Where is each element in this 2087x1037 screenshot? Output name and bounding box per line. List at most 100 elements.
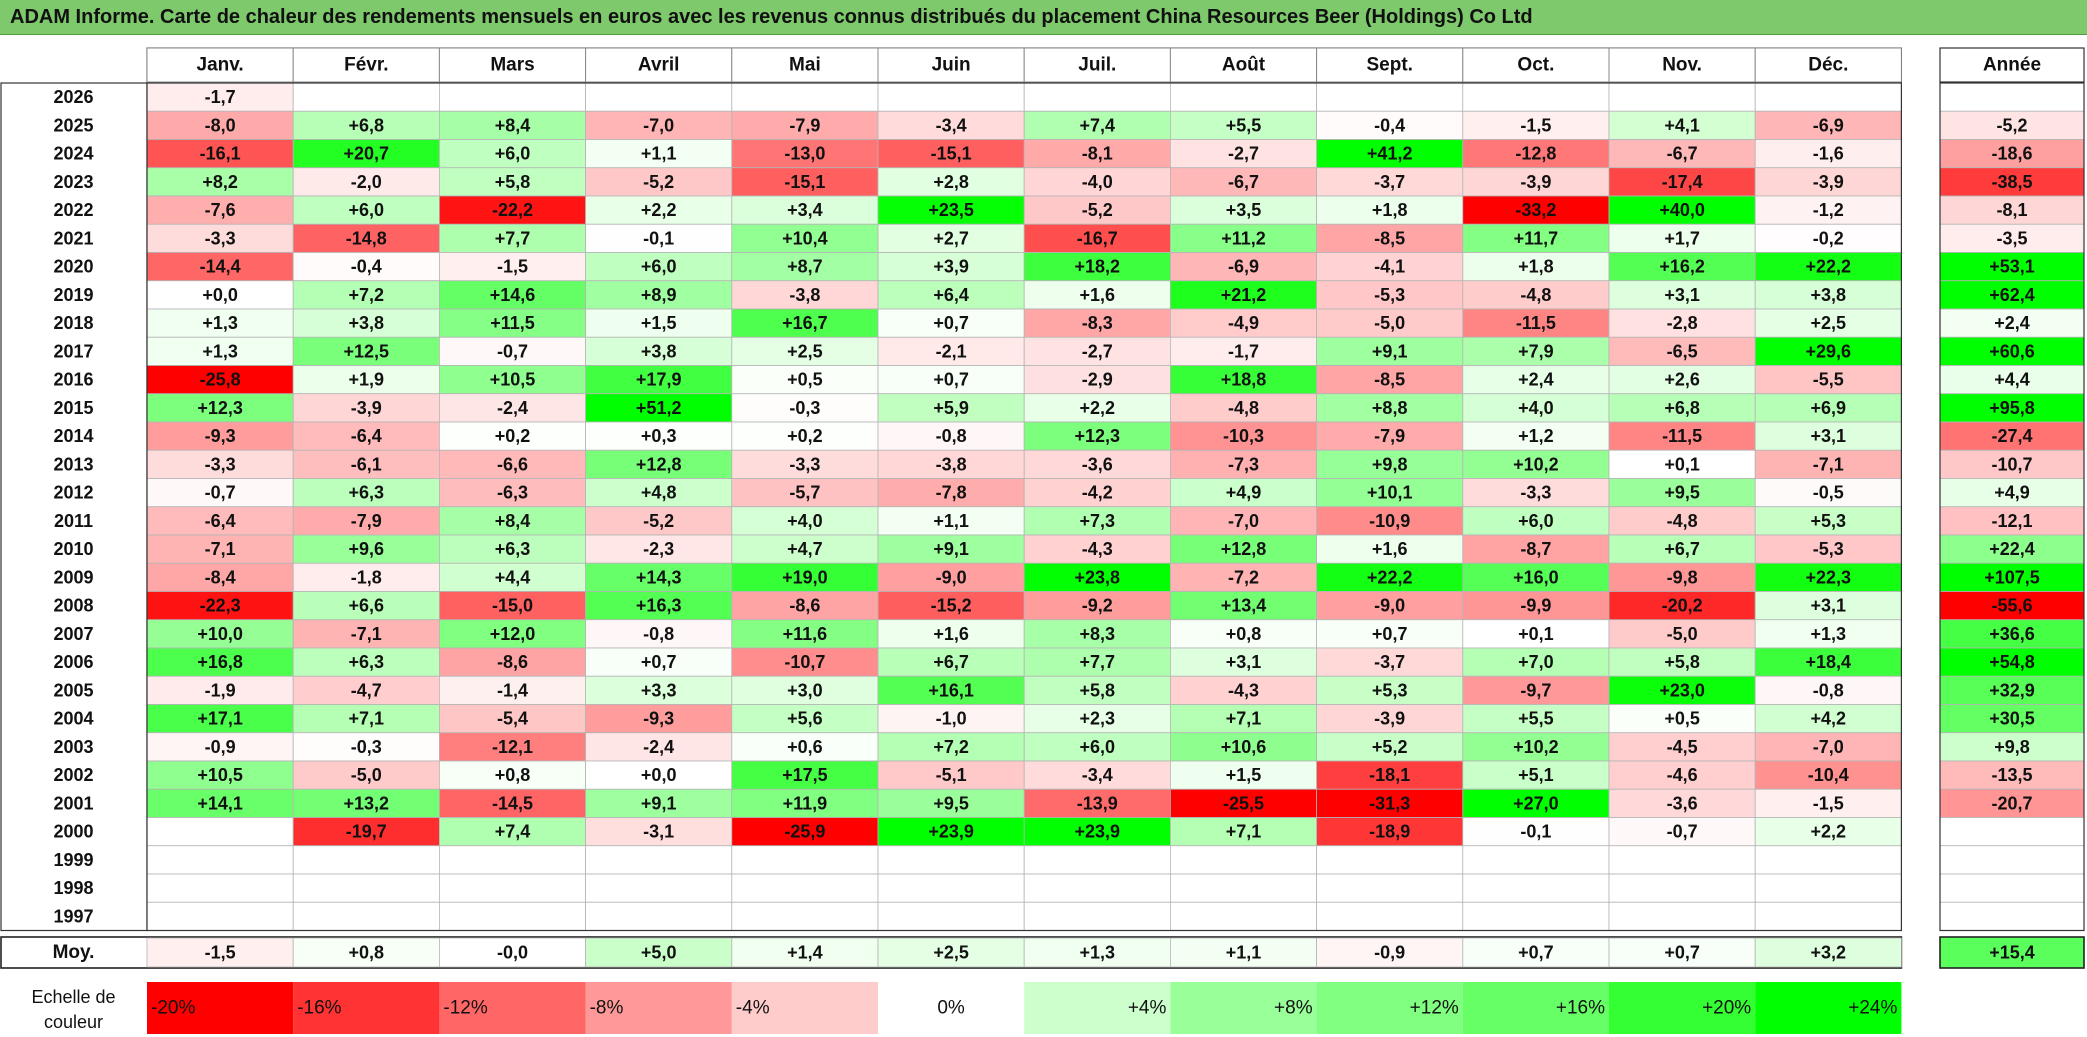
year-label: 2017 — [53, 341, 93, 361]
cell-value: +20,7 — [344, 144, 390, 164]
heatmap-cell — [1170, 817, 1318, 847]
color-scale-stop-label: -8% — [590, 998, 624, 1019]
annual-border — [1939, 82, 2085, 932]
cell-value: +0,8 — [1226, 624, 1262, 644]
cell-value: -8,5 — [1374, 370, 1405, 390]
cell-value: +0,5 — [787, 370, 823, 390]
heatmap-cell — [1462, 393, 1610, 423]
cell-value: -8,4 — [205, 567, 236, 587]
heatmap-cell — [731, 167, 879, 197]
cell-value: +1,3 — [1811, 624, 1847, 644]
heatmap-cell — [292, 647, 440, 677]
cell-value: -3,3 — [205, 454, 236, 474]
heatmap-cell — [1023, 82, 1171, 112]
heatmap-cell — [1608, 817, 1756, 847]
heatmap-cell — [438, 534, 586, 564]
heatmap-cell — [1608, 760, 1756, 790]
heatmap-cell — [1170, 365, 1318, 395]
heatmap-cell — [1023, 845, 1171, 875]
heatmap-cell — [1462, 308, 1610, 338]
average-value: +0,7 — [1664, 943, 1700, 963]
heatmap-cell — [877, 82, 1025, 112]
cell-value: +1,6 — [933, 624, 969, 644]
cell-value: -3,6 — [1082, 454, 1113, 474]
heatmap-cell — [1023, 223, 1171, 253]
heatmap-cell — [1754, 873, 1902, 903]
month-header-label: Août — [1222, 55, 1266, 76]
month-header-cell — [1169, 47, 1318, 83]
heatmap-cell — [146, 110, 294, 140]
cell-value: -4,8 — [1520, 285, 1551, 305]
heatmap-cell — [1608, 732, 1756, 762]
cell-value: +3,4 — [787, 200, 823, 220]
cell-value: +22,2 — [1367, 567, 1413, 587]
cell-value: -10,4 — [1808, 765, 1849, 785]
cell-value: -7,8 — [936, 483, 967, 503]
cell-value: -3,3 — [789, 454, 820, 474]
annual-cell — [1939, 393, 2085, 423]
cell-value: -3,7 — [1374, 652, 1405, 672]
heatmap-cell — [1462, 365, 1610, 395]
heatmap-cell — [585, 82, 733, 112]
cell-value: -8,1 — [1082, 144, 1113, 164]
heatmap-cell — [1023, 449, 1171, 479]
cell-value: +5,5 — [1226, 115, 1262, 135]
cell-value: +8,8 — [1372, 398, 1408, 418]
heatmap-cell — [731, 619, 879, 649]
heatmap-cell — [731, 365, 879, 395]
color-scale-swatch — [1462, 982, 1609, 1034]
annual-header-cell — [1939, 47, 2085, 83]
year-label: 2006 — [53, 652, 93, 672]
heatmap-cell — [292, 845, 440, 875]
color-scale-swatch — [1170, 982, 1317, 1034]
heatmap-cell — [438, 901, 586, 931]
year-label: 2005 — [53, 680, 93, 700]
heatmap-cell — [1754, 82, 1902, 112]
heatmap-cell — [292, 365, 440, 395]
annual-cell — [1939, 817, 2085, 847]
cell-value: -8,0 — [205, 115, 236, 135]
year-label: 2000 — [53, 822, 93, 842]
heatmap-cell — [877, 817, 1025, 847]
color-scale-swatch — [1755, 982, 1902, 1034]
annual-value: +32,9 — [1989, 680, 2035, 700]
heatmap-cell — [1170, 308, 1318, 338]
cell-value: +6,9 — [1811, 398, 1847, 418]
cell-value: +6,8 — [349, 115, 385, 135]
cell-value: -3,3 — [205, 228, 236, 248]
cell-value: -1,9 — [205, 680, 236, 700]
year-label: 2023 — [53, 172, 93, 192]
average-cell — [877, 937, 1025, 968]
cell-value: +0,3 — [641, 426, 677, 446]
cell-value: -7,9 — [351, 511, 382, 531]
average-annual-value: +15,4 — [1989, 943, 2035, 963]
cell-value: +13,2 — [344, 793, 390, 813]
heatmap-cell — [585, 449, 733, 479]
cell-value: +2,6 — [1664, 370, 1700, 390]
month-header-label: Déc. — [1808, 55, 1848, 76]
heatmap-cell — [731, 704, 879, 734]
cell-value: -5,5 — [1813, 370, 1844, 390]
cell-value: -7,1 — [205, 539, 236, 559]
cell-value: +6,0 — [349, 200, 385, 220]
cell-value: -31,3 — [1369, 793, 1410, 813]
cell-value: +14,6 — [490, 285, 536, 305]
cell-value: -2,7 — [1228, 144, 1259, 164]
heatmap-cell — [731, 110, 879, 140]
cell-value: +9,1 — [1372, 341, 1408, 361]
heatmap-cell — [731, 449, 879, 479]
cell-value: +9,5 — [1664, 483, 1700, 503]
cell-value: +10,1 — [1367, 483, 1413, 503]
heatmap-cell — [292, 308, 440, 338]
cell-value: -6,5 — [1667, 341, 1698, 361]
heatmap-cell — [438, 562, 586, 592]
heatmap-cell — [1754, 195, 1902, 225]
month-header-label: Juin — [932, 55, 971, 76]
cell-value: +5,8 — [1664, 652, 1700, 672]
heatmap-cell — [438, 817, 586, 847]
cell-value: +2,7 — [933, 228, 969, 248]
cell-value: -2,1 — [936, 341, 967, 361]
cell-value: -4,0 — [1082, 172, 1113, 192]
heatmap-cell — [731, 901, 879, 931]
cell-value: +4,4 — [495, 567, 531, 587]
